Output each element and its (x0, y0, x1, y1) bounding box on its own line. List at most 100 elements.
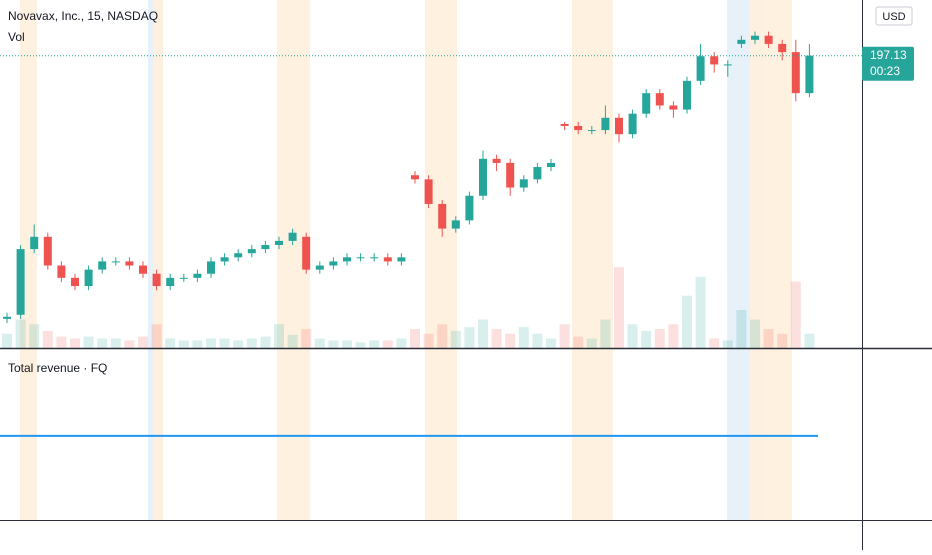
volume-bar (219, 338, 230, 348)
volume-bar (246, 338, 257, 348)
volume-bar (206, 338, 216, 348)
extended-session (20, 0, 37, 520)
candle-body (710, 56, 719, 65)
volume-bar (641, 330, 652, 348)
candle-body (615, 117, 623, 135)
candle-body (451, 220, 460, 229)
volume-bar (682, 295, 692, 348)
volume-bar (777, 333, 788, 348)
volume-bar (56, 336, 67, 348)
candle-body (288, 232, 297, 241)
extended-session (148, 0, 153, 520)
currency-label[interactable]: USD (882, 11, 905, 23)
volume-bar (600, 319, 611, 348)
candle-body (492, 158, 501, 163)
candle-body (628, 113, 637, 135)
volume-bar (464, 327, 475, 348)
candle-body (411, 175, 419, 180)
volume-bar (668, 324, 679, 348)
candle-body (193, 273, 202, 278)
volume-bar (695, 276, 706, 348)
candle-body (587, 130, 596, 132)
last-price-tag (862, 46, 914, 81)
volume-legend: Vol (8, 30, 25, 44)
candle-body (506, 162, 515, 188)
candle-body (152, 273, 161, 287)
candle-body (43, 236, 52, 266)
candle-body (696, 56, 705, 81)
candle-body (139, 265, 147, 274)
volume-bar (301, 329, 312, 348)
candle-body (125, 261, 134, 266)
volume-bar (83, 336, 94, 348)
extended-session (750, 0, 792, 520)
candle-body (383, 257, 392, 262)
candle-body (519, 179, 528, 188)
candle-body (234, 253, 243, 258)
volume-bar (559, 324, 570, 348)
candle-body (723, 64, 732, 66)
volume-bar (355, 342, 366, 348)
volume-bar (29, 324, 40, 348)
volume-bar (165, 338, 176, 348)
candle-body (71, 277, 79, 287)
candle-body (3, 316, 11, 319)
volume-bar (410, 329, 420, 348)
volume-bar (573, 336, 584, 348)
currency-button[interactable] (875, 6, 913, 26)
candle-body (343, 257, 351, 262)
candle-body (397, 257, 406, 262)
volume-bar (328, 340, 339, 348)
candle-body (737, 39, 746, 44)
candle-body (179, 277, 188, 279)
volume-bar (518, 327, 529, 348)
volume-bar (287, 334, 298, 348)
countdown-label: 00:23 (870, 64, 900, 78)
candle-body (655, 93, 664, 106)
volume-bar (804, 333, 815, 348)
volume-bar (110, 338, 121, 348)
candle-body (370, 257, 379, 259)
candle-body (642, 93, 651, 114)
candle-body (98, 261, 107, 270)
volume-bar (750, 319, 760, 348)
candle-body (465, 195, 474, 221)
candle-body (751, 35, 759, 40)
candle-body (778, 43, 787, 53)
volume-bar (233, 340, 244, 348)
volume-bar (178, 340, 189, 348)
candle-body (560, 123, 569, 126)
volume-bar (260, 336, 271, 348)
candle-body (84, 269, 93, 287)
candle-body (574, 125, 583, 131)
volume-bar (627, 324, 638, 348)
candle-body (247, 249, 256, 254)
volume-bar (342, 340, 352, 348)
last-price-label: 197.13 (870, 48, 907, 62)
volume-bar (586, 338, 597, 348)
volume-bar (124, 340, 135, 348)
candle-body (261, 244, 270, 250)
volume-bar (42, 330, 53, 348)
candle-body (479, 158, 487, 196)
candle-body (166, 277, 175, 287)
volume-bar (505, 333, 516, 348)
plot (0, 31, 862, 437)
volume-bar (722, 340, 733, 348)
volume-bar (274, 324, 284, 348)
candle-body (805, 55, 814, 94)
symbol-title: Novavax, Inc., 15, NASDAQ (8, 9, 158, 23)
volume-bar (2, 333, 12, 348)
candle-body (275, 240, 283, 245)
volume-bar (437, 324, 448, 348)
candle-body (356, 257, 365, 259)
candle-body (438, 203, 447, 229)
candle-body (764, 35, 773, 44)
volume-bar (614, 267, 624, 348)
candle-body (57, 265, 66, 278)
volume-bar (736, 310, 747, 348)
candle-body (111, 261, 120, 263)
volume-bar (763, 329, 774, 348)
volume-bar (314, 338, 325, 348)
